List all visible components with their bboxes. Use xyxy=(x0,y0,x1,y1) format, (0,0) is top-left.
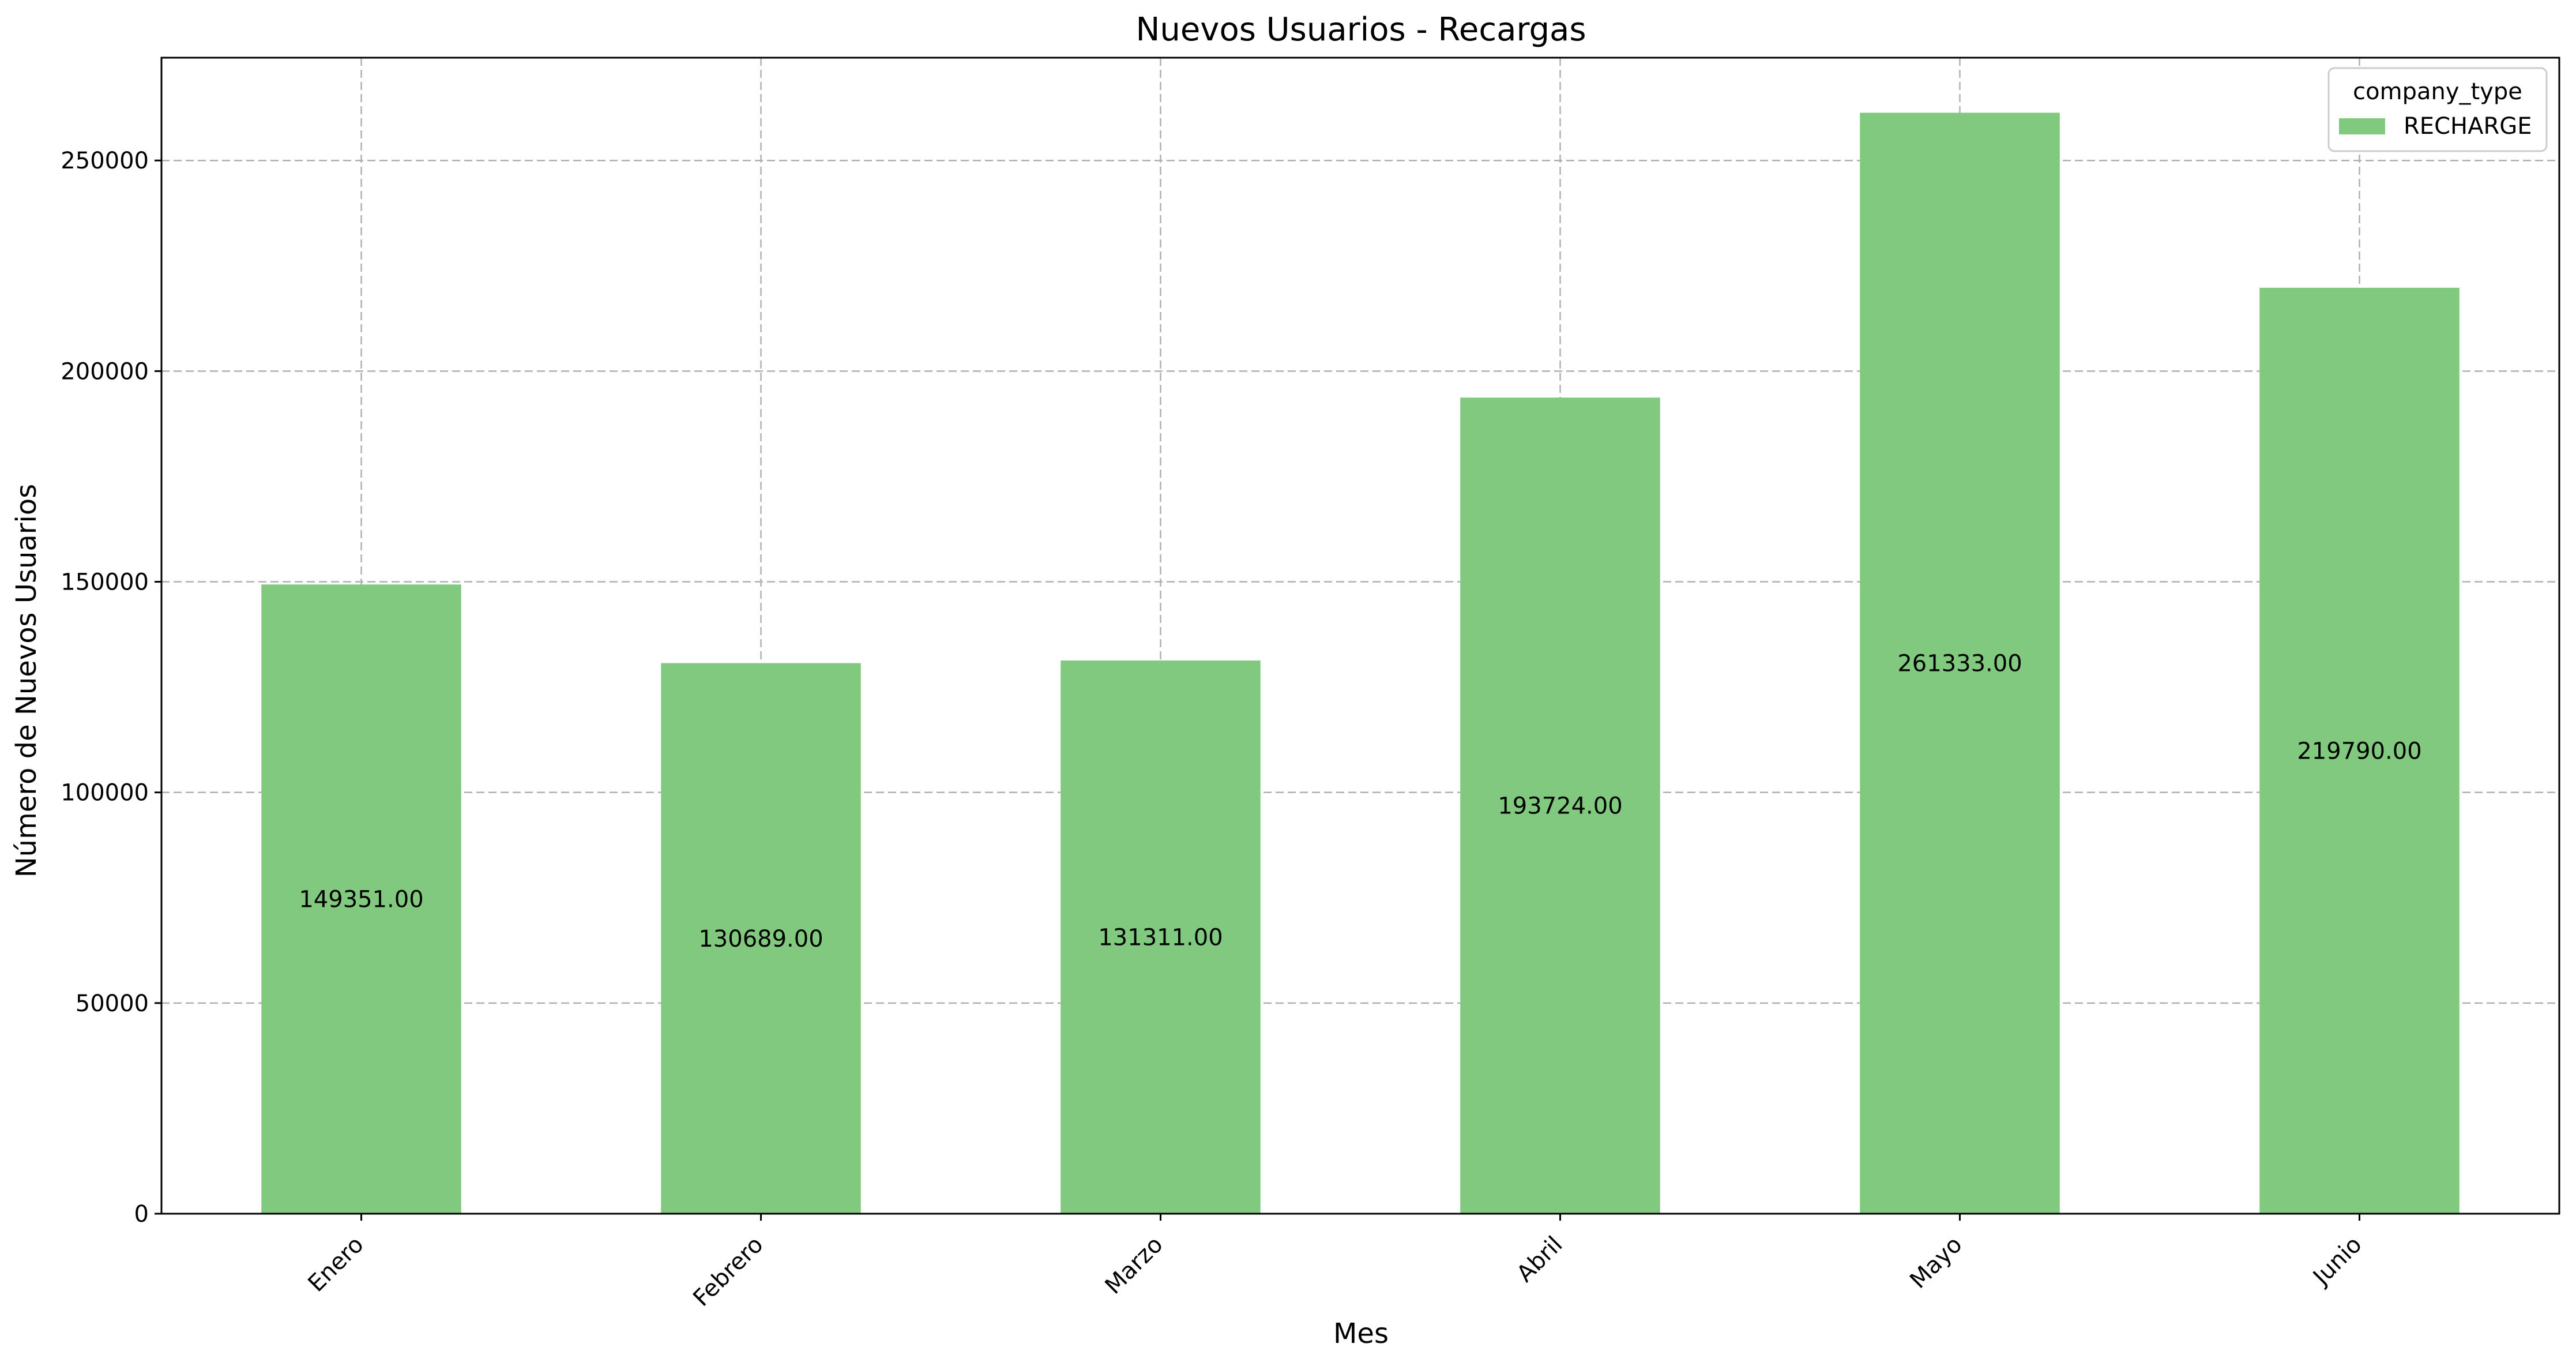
data-labels: 149351.00 130689.00 131311.00 193724.00 2613… xyxy=(299,651,2421,952)
x-axis: Enero Febrero Marzo Abril Mayo Junio xyxy=(303,1214,2367,1312)
y-tick-label: 0 xyxy=(134,1201,149,1228)
bar-value-label: 149351.00 xyxy=(299,887,423,913)
y-tick-label: 100000 xyxy=(61,780,149,806)
y-tick-label: 200000 xyxy=(61,358,149,385)
y-tick-label: 250000 xyxy=(61,148,149,174)
bar xyxy=(2259,287,2460,1214)
x-tick-label: Febrero xyxy=(688,1232,768,1312)
bar-value-label: 193724.00 xyxy=(1498,793,1622,820)
x-tick-label: Mayo xyxy=(1905,1232,1967,1294)
bar-value-label: 261333.00 xyxy=(1897,651,2022,677)
bar xyxy=(1860,112,2060,1214)
bar-value-label: 130689.00 xyxy=(698,926,823,952)
bars xyxy=(261,112,2460,1214)
legend: company_type RECHARGE xyxy=(2327,67,2548,152)
legend-swatch xyxy=(2339,118,2385,134)
y-tick-label: 50000 xyxy=(76,990,149,1017)
plot-frame xyxy=(160,57,2560,1215)
bar-value-label: 131311.00 xyxy=(1098,925,1223,951)
grid-lines xyxy=(161,58,2559,1215)
x-tick-label: Junio xyxy=(2307,1232,2367,1292)
y-tick-label: 150000 xyxy=(61,569,149,596)
x-tick-label: Marzo xyxy=(1100,1232,1168,1300)
bar xyxy=(1460,397,1660,1214)
y-axis: 0 50000 100000 150000 200000 250000 xyxy=(61,148,161,1228)
bar xyxy=(661,663,861,1214)
bar-value-label: 219790.00 xyxy=(2297,738,2421,764)
bar xyxy=(1061,661,1261,1214)
legend-title: company_type xyxy=(2353,78,2522,105)
chart-title: Nuevos Usuarios - Recargas xyxy=(1135,11,1586,48)
y-axis-label: Número de Nuevos Usuarios xyxy=(10,484,43,878)
x-axis-label: Mes xyxy=(1333,1318,1389,1350)
bar xyxy=(261,584,461,1214)
x-tick-label: Enero xyxy=(303,1232,369,1297)
legend-label: RECHARGE xyxy=(2404,113,2532,140)
x-tick-label: Abril xyxy=(1511,1232,1567,1288)
